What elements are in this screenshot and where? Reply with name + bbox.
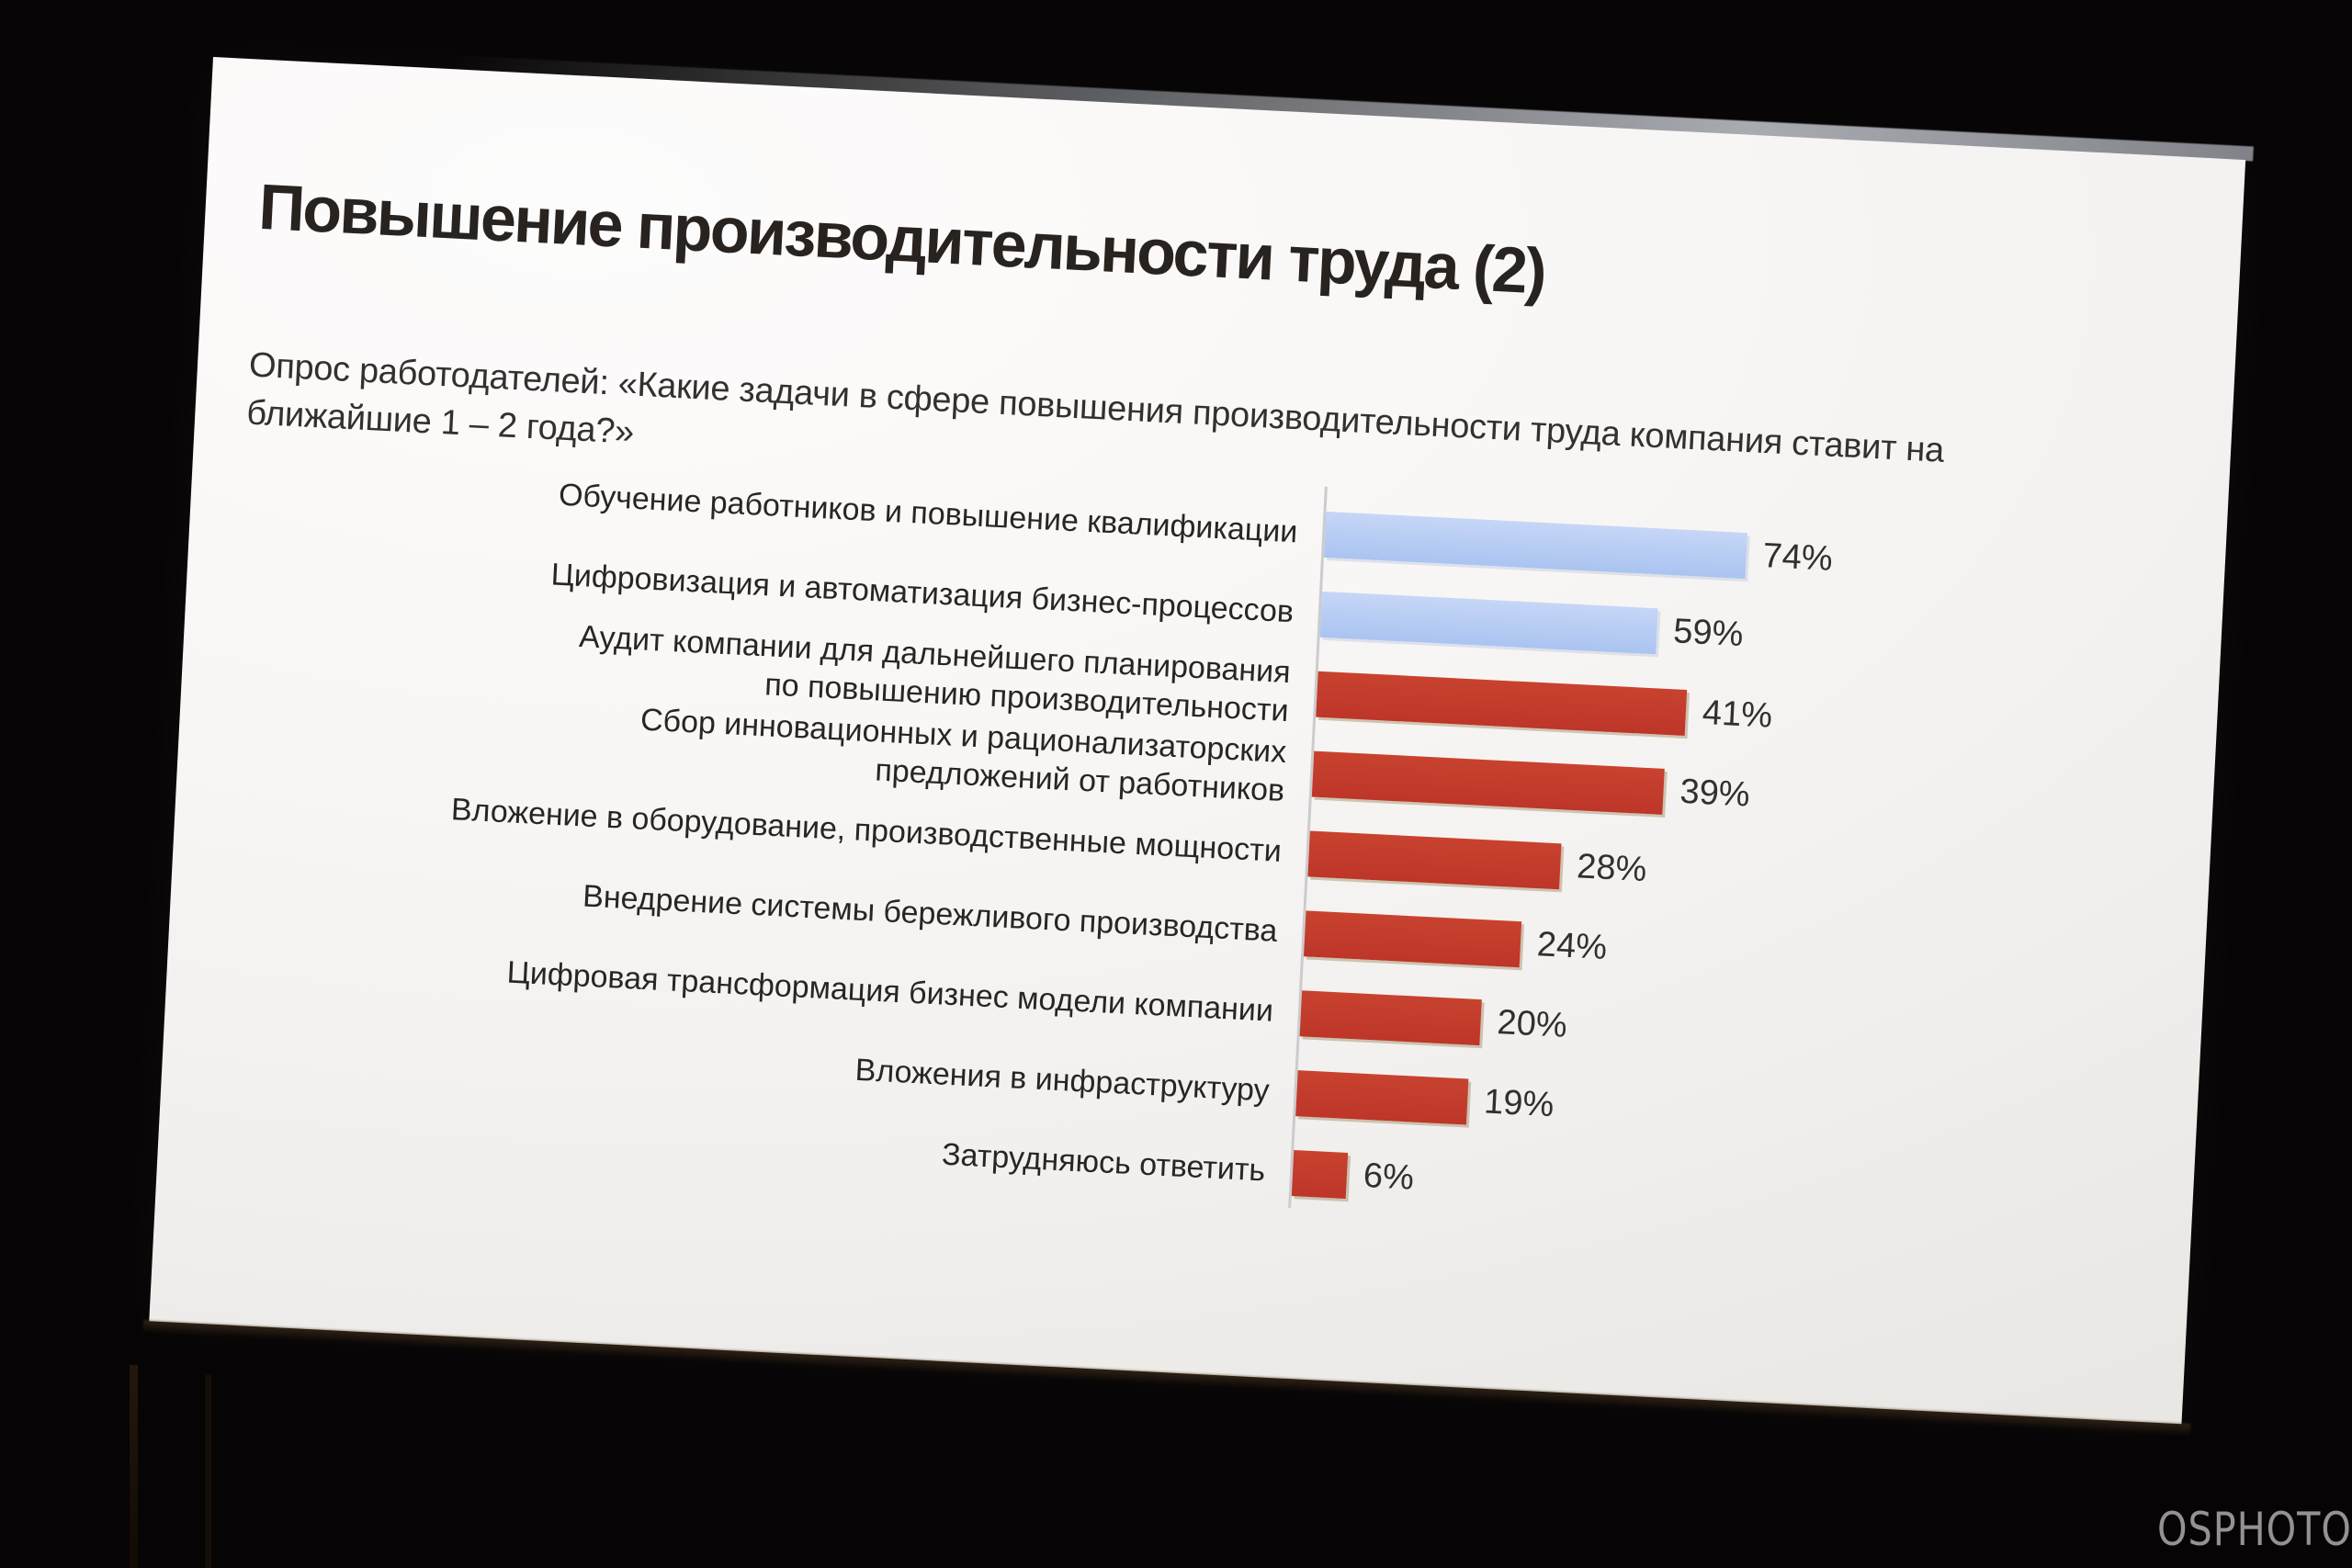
value-bar-red [1303,909,1522,967]
photographer-watermark: OSPHOTO [2157,1503,2352,1557]
value-label: 74% [1761,536,1834,579]
value-label: 6% [1362,1156,1415,1198]
value-bar-blue [1324,511,1747,579]
slide: Повышение производительности труда (2) О… [142,55,2254,1437]
value-bar-red [1311,750,1665,815]
value-label: 39% [1679,772,1751,815]
value-label: 41% [1701,693,1773,736]
slide-surface: Повышение производительности труда (2) О… [149,57,2246,1425]
stand-leg [130,1365,138,1568]
value-bar-red [1316,671,1688,736]
value-label: 20% [1496,1003,1568,1045]
stand-leg [205,1375,211,1568]
value-bar-red [1295,1069,1469,1124]
bar-chart: Обучение работников и повышение квалифик… [157,436,2226,1258]
value-label: 24% [1535,925,1608,967]
value-label: 59% [1672,612,1745,655]
slide-title: Повышение производительности труда (2) [256,170,1547,308]
value-bar-red [1307,829,1562,889]
value-bar-blue [1319,591,1658,654]
value-label: 19% [1483,1082,1555,1125]
value-bar-red [1299,989,1482,1045]
value-label: 28% [1576,847,1648,890]
value-bar-red [1291,1149,1349,1199]
